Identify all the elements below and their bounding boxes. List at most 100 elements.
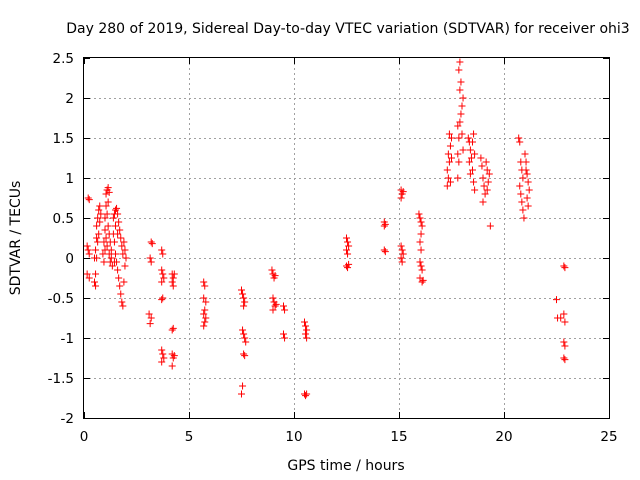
data-point <box>114 266 122 274</box>
data-point <box>240 302 248 310</box>
data-point <box>517 190 525 198</box>
data-point <box>158 296 166 304</box>
data-point <box>202 314 210 322</box>
data-point <box>118 242 126 250</box>
data-point <box>343 246 350 254</box>
data-point <box>92 270 100 278</box>
data-point <box>456 86 464 94</box>
data-point <box>158 358 166 366</box>
data-point <box>96 218 104 226</box>
data-point <box>418 222 426 230</box>
data-point <box>483 186 491 194</box>
data-point <box>158 266 166 274</box>
data-point <box>120 238 128 246</box>
data-point <box>458 130 466 138</box>
data-point <box>560 310 568 318</box>
data-point <box>459 146 467 154</box>
data-point <box>467 154 475 162</box>
data-point <box>478 162 486 170</box>
y-tick-label: -1.5 <box>48 371 74 387</box>
data-point <box>117 290 125 298</box>
data-point <box>158 346 166 354</box>
data-point <box>241 352 249 360</box>
data-point <box>560 354 568 362</box>
data-point <box>120 278 128 286</box>
data-point <box>103 210 111 218</box>
data-point <box>112 222 119 230</box>
data-point <box>107 246 115 254</box>
data-point <box>557 314 565 322</box>
data-point <box>477 154 485 162</box>
data-point <box>397 242 405 250</box>
data-point <box>101 214 109 222</box>
data-point <box>344 250 352 258</box>
data-point <box>242 338 250 346</box>
data-point <box>239 290 247 298</box>
data-point <box>112 250 119 258</box>
data-point <box>398 258 406 266</box>
data-point <box>443 166 451 174</box>
data-point <box>459 94 467 102</box>
data-point <box>344 238 352 246</box>
data-point <box>454 150 462 158</box>
data-point <box>113 204 121 212</box>
data-point <box>239 382 247 390</box>
data-point <box>95 206 103 214</box>
data-point <box>159 294 167 302</box>
data-point <box>101 226 109 234</box>
data-point <box>456 58 464 66</box>
data-point <box>418 266 426 274</box>
data-point <box>169 282 177 290</box>
data-point <box>117 234 125 242</box>
data-point <box>523 170 531 178</box>
y-tick-label: 1 <box>65 171 74 187</box>
data-point <box>160 354 168 362</box>
data-point <box>94 214 102 222</box>
data-point <box>523 194 531 202</box>
data-point <box>380 222 388 230</box>
data-point <box>466 146 474 154</box>
data-point <box>469 166 476 174</box>
data-point <box>109 230 117 238</box>
data-point <box>83 242 91 250</box>
data-point <box>239 326 247 334</box>
data-point <box>158 278 166 286</box>
data-point <box>147 314 155 322</box>
data-point <box>303 326 311 334</box>
data-point <box>445 130 453 138</box>
data-point <box>115 218 123 226</box>
data-point <box>115 274 123 282</box>
data-point <box>457 110 465 118</box>
data-point <box>94 238 102 246</box>
data-point <box>170 352 178 360</box>
data-point <box>100 258 108 266</box>
data-point <box>200 294 208 302</box>
data-point <box>471 186 479 194</box>
y-tick-label: 0.5 <box>53 211 74 227</box>
data-point <box>281 306 289 314</box>
data-point <box>83 270 91 278</box>
data-point <box>93 234 101 242</box>
y-tick-labels: -2 -1.5 -1 -0.5 0 0.5 1 1.5 2 2.5 <box>48 51 74 427</box>
data-point <box>240 350 248 358</box>
data-point <box>398 246 406 254</box>
data-point <box>484 178 492 186</box>
y-tick-label: 2 <box>65 91 74 107</box>
data-point <box>269 294 277 302</box>
data-point <box>561 342 569 350</box>
data-point <box>110 258 118 266</box>
data-point <box>303 334 311 342</box>
data-point <box>238 286 245 294</box>
data-point <box>443 182 451 190</box>
data-point <box>121 246 129 254</box>
data-point <box>103 242 111 250</box>
data-point <box>466 170 474 178</box>
data-point <box>417 262 425 270</box>
data-point <box>92 282 100 290</box>
data-point <box>445 158 453 166</box>
data-point <box>147 258 155 266</box>
data-point <box>169 324 177 332</box>
y-tick-label: -0.5 <box>48 291 74 307</box>
data-point <box>561 264 569 272</box>
data-point <box>417 246 425 254</box>
